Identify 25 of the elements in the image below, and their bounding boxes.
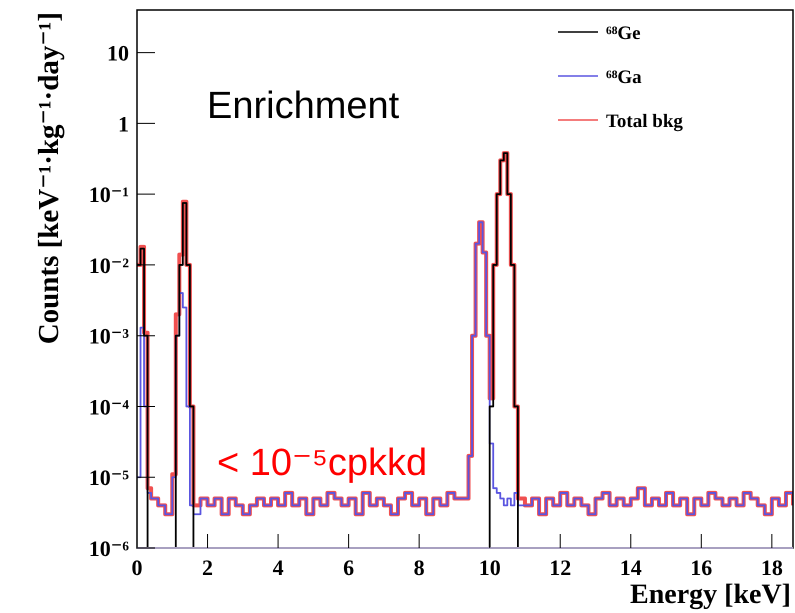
y-tick-label: 10⁻³ <box>88 324 130 349</box>
x-tick-label: 0 <box>132 555 142 580</box>
y-tick-label: 1 <box>118 111 129 136</box>
x-tick-label: 6 <box>343 555 354 580</box>
annotation: < 10⁻⁵cpkkd <box>217 442 428 484</box>
x-tick-label: 18 <box>760 555 783 580</box>
y-tick-label: 10⁻⁴ <box>88 394 130 420</box>
x-tick-label: 10 <box>478 555 501 580</box>
y-tick-label: 10⁻⁶ <box>88 536 130 561</box>
y-tick-label: 10⁻² <box>88 252 130 278</box>
x-tick-label: 4 <box>272 555 284 580</box>
y-tick-label: 10⁻⁵ <box>88 465 130 490</box>
y-tick-label: 10 <box>107 40 129 66</box>
x-tick-label: 2 <box>202 555 214 580</box>
legend-label: Total bkg <box>606 111 684 132</box>
y-tick-label: 10⁻¹ <box>88 182 129 208</box>
y-axis-title: Counts [keV⁻¹·kg⁻¹·day⁻¹] <box>33 12 65 344</box>
x-tick-label: 16 <box>690 555 712 580</box>
x-axis-title: Energy [keV] <box>630 579 791 610</box>
x-tick-label: 12 <box>549 555 572 580</box>
legend-label: ⁶⁸Ge <box>606 23 641 44</box>
x-tick-label: 8 <box>414 555 425 580</box>
annotation: Enrichment <box>207 85 400 127</box>
x-tick-label: 14 <box>620 555 642 580</box>
legend-label: ⁶⁸Ga <box>606 67 642 88</box>
